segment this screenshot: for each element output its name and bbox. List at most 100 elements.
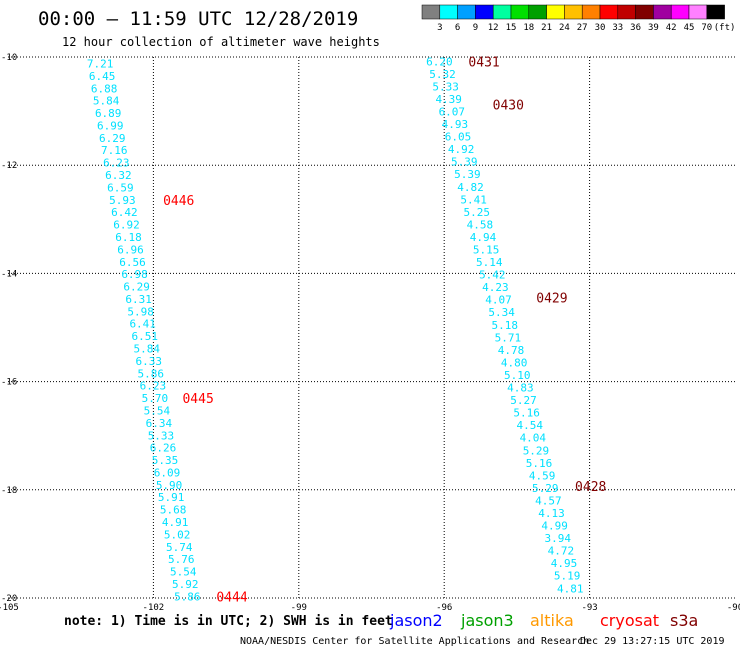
wave-height-point: 6.88 — [91, 82, 118, 95]
pass-number-label: 0446 — [163, 194, 194, 209]
wave-height-point: 6.29 — [99, 132, 126, 145]
color-swatch — [617, 4, 636, 20]
wave-height-point: 6.99 — [97, 119, 124, 132]
wave-height-point: 4.13 — [538, 507, 565, 520]
wave-height-point: 5.86 — [138, 367, 165, 380]
wave-height-point: 4.95 — [551, 557, 578, 570]
y-tick-label: -20 — [1, 594, 17, 604]
color-scale-label: 45 — [684, 23, 695, 33]
color-swatch — [653, 4, 672, 20]
wave-height-point: 4.94 — [470, 231, 497, 244]
wave-height-point: 4.83 — [507, 382, 534, 395]
y-tick-label: -10 — [1, 53, 17, 63]
color-swatch — [564, 4, 583, 20]
wave-height-point: 6.31 — [125, 293, 152, 306]
color-scale-label: 42 — [666, 23, 677, 33]
color-scale-label: (ft) — [714, 23, 736, 33]
color-scale-bar: 3 6 9 12 15 18 21 24 27 30 33 36 39 42 45 70 (ft) — [421, 4, 736, 33]
color-swatch — [599, 4, 619, 20]
wave-height-point: 5.41 — [460, 193, 487, 206]
wave-height-point: 5.93 — [109, 194, 136, 207]
data-points: 7.216.456.885.846.896.996.297.166.236.32… — [87, 55, 584, 603]
x-tick-label: -105 — [0, 603, 19, 613]
wave-height-point: 4.81 — [557, 582, 584, 595]
wave-height-point: 4.58 — [467, 218, 494, 231]
wave-height-point: 4.93 — [442, 118, 469, 131]
wave-height-point: 4.39 — [435, 93, 462, 106]
wave-height-point: 5.71 — [495, 331, 522, 344]
color-swatch — [457, 4, 476, 20]
wave-height-point: 5.16 — [513, 407, 540, 420]
wave-height-point: 5.14 — [476, 256, 503, 269]
wave-height-point: 6.07 — [439, 106, 466, 119]
color-swatch — [581, 4, 601, 20]
wave-height-point: 4.07 — [485, 294, 512, 307]
color-scale-label: 15 — [506, 23, 517, 33]
wave-height-point: 6.33 — [136, 355, 163, 368]
x-tick-label: -99 — [291, 603, 307, 613]
wave-height-point: 5.90 — [156, 479, 183, 492]
wave-height-point: 4.80 — [501, 356, 528, 369]
color-swatch — [475, 4, 494, 20]
wave-height-point: 4.23 — [482, 281, 509, 294]
color-scale-label: 27 — [577, 23, 588, 33]
wave-height-point: 6.18 — [115, 231, 142, 244]
wave-height-point: 4.04 — [520, 432, 547, 445]
wave-height-point: 4.57 — [535, 494, 562, 507]
wave-height-point: 5.18 — [492, 319, 519, 332]
color-swatch — [528, 4, 547, 20]
wave-height-point: 3.94 — [545, 532, 572, 545]
color-scale-label: 39 — [648, 23, 659, 33]
color-swatch — [670, 4, 690, 20]
wave-height-point: 6.05 — [445, 131, 472, 144]
wave-height-point: 5.42 — [479, 269, 506, 282]
color-swatch — [635, 4, 654, 20]
wave-height-point: 5.74 — [166, 541, 193, 554]
wave-height-point: 5.34 — [488, 306, 515, 319]
y-tick-label: -16 — [1, 378, 17, 388]
wave-height-point: 4.59 — [529, 469, 556, 482]
color-scale-label: 12 — [488, 23, 499, 33]
color-swatch — [439, 4, 458, 20]
wave-height-point: 6.23 — [103, 157, 130, 170]
color-scale-label: 6 — [455, 23, 460, 33]
wave-height-point: 5.35 — [152, 454, 179, 467]
color-scale-label: 21 — [541, 23, 552, 33]
color-swatch — [510, 4, 530, 20]
wave-height-point: 5.91 — [158, 491, 185, 504]
wave-height-point: 5.84 — [133, 343, 160, 356]
wave-height-point: 4.78 — [498, 344, 525, 357]
color-scale-label: 70 — [701, 23, 712, 33]
wave-height-point: 5.54 — [170, 566, 197, 579]
wave-height-point: 6.98 — [121, 268, 148, 281]
wave-height-point: 5.76 — [168, 553, 195, 566]
pass-number-label: 0445 — [182, 392, 213, 407]
pass-annotations: 0431 0430 0446 0429 0445 0428 0444 — [163, 55, 606, 605]
wave-height-point: 5.86 — [174, 590, 201, 603]
plot-grid — [8, 56, 735, 599]
wave-height-point: 6.26 — [150, 442, 177, 455]
footer-timestamp: Dec 29 13:27:15 UTC 2019 — [580, 636, 725, 647]
pass-number-label: 0429 — [536, 292, 567, 307]
wave-height-point: 5.92 — [172, 578, 199, 591]
wave-height-point: 5.54 — [144, 404, 171, 417]
wave-height-point: 5.02 — [164, 528, 191, 541]
wave-height-point: 5.19 — [554, 570, 581, 583]
wave-height-point: 5.29 — [532, 482, 559, 495]
legend-item-s3a: s3a — [670, 611, 698, 630]
color-scale-label: 33 — [612, 23, 623, 33]
satellite-legend: jason2 jason3 altika cryosat s3a — [389, 611, 698, 630]
wave-height-point: 5.25 — [463, 206, 490, 219]
wave-height-point: 6.34 — [146, 417, 173, 430]
color-swatch — [688, 4, 708, 20]
wave-height-point: 6.20 — [426, 55, 453, 68]
legend-item-jason3: jason3 — [460, 611, 514, 630]
wave-height-point: 7.16 — [101, 144, 128, 157]
wave-height-point: 6.51 — [131, 330, 158, 343]
color-swatch — [421, 4, 441, 20]
pass-number-label: 0428 — [575, 480, 606, 495]
pass-number-label: 0430 — [493, 99, 524, 114]
wave-height-point: 5.16 — [526, 457, 553, 470]
